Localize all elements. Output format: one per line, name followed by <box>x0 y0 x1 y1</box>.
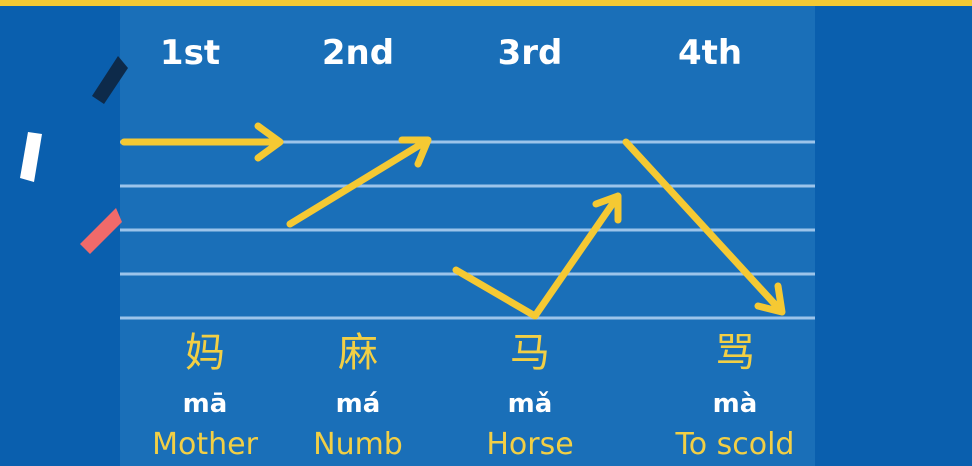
pinyin: mà <box>713 389 758 419</box>
tone-diagram: 1st 2nd 3rd 4th 妈 麻 马 骂 mā má mǎ mà Moth… <box>0 0 972 466</box>
page: 1st 2nd 3rd 4th 妈 麻 马 骂 mā má mǎ mà Moth… <box>0 0 972 466</box>
character: 骂 <box>715 330 755 376</box>
meaning: Mother <box>152 427 258 462</box>
meaning: Numb <box>313 427 403 462</box>
tone-label: 2nd <box>322 33 394 73</box>
pinyin: mǎ <box>508 389 553 419</box>
character: 麻 <box>338 330 378 376</box>
pinyin: má <box>336 389 381 419</box>
top-border <box>0 0 972 6</box>
meaning: To scold <box>675 427 795 462</box>
tone-label: 4th <box>678 33 742 73</box>
character: 妈 <box>185 330 225 376</box>
pinyin: mā <box>183 389 228 419</box>
tone-label: 1st <box>160 33 220 73</box>
character: 马 <box>510 330 550 376</box>
meaning: Horse <box>486 427 573 462</box>
tone-label: 3rd <box>498 33 563 73</box>
